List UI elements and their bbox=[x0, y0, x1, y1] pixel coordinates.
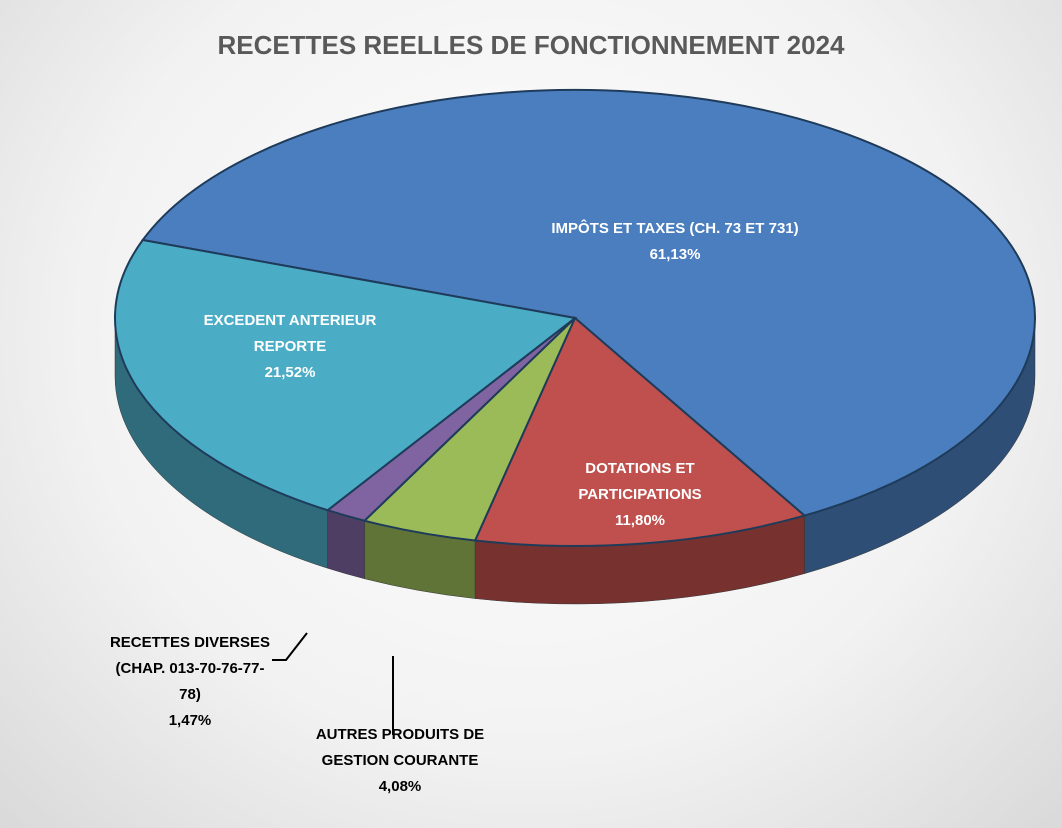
category-label: IMPÔTS ET TAXES (CH. 73 ET 731) bbox=[551, 220, 799, 237]
chart-title: RECETTES REELLES DE FONCTIONNEMENT 2024 bbox=[217, 30, 845, 60]
value-label: 61,13% bbox=[649, 246, 701, 263]
value-label: 21,52% bbox=[264, 364, 316, 381]
leader-line bbox=[272, 632, 308, 661]
slice-label: AUTRES PRODUITS DE GESTION COURANTE 4,08% bbox=[285, 722, 515, 800]
slice bbox=[140, 89, 1036, 517]
value-label: 4,08% bbox=[378, 778, 422, 795]
value-label: 11,80% bbox=[614, 512, 666, 529]
slice-label: EXCEDENT ANTERIEUR REPORTE 21,52% bbox=[190, 308, 390, 386]
slice bbox=[473, 316, 807, 547]
category-label: AUTRES PRODUITS DE GESTION COURANTE bbox=[315, 726, 485, 769]
category-label: EXCEDENT ANTERIEUR REPORTE bbox=[203, 312, 377, 355]
category-label: DOTATIONS ET PARTICIPATIONS bbox=[578, 460, 702, 503]
slice bbox=[114, 238, 578, 512]
slice-label: DOTATIONS ET PARTICIPATIONS 11,80% bbox=[545, 456, 735, 534]
slice-label: RECETTES DIVERSES (CHAP. 013-70-76-77-78… bbox=[105, 630, 275, 734]
slice-side bbox=[327, 509, 365, 580]
category-label: RECETTES DIVERSES (CHAP. 013-70-76-77-78… bbox=[109, 634, 271, 703]
slice-label: IMPÔTS ET TAXES (CH. 73 ET 731) 61,13% bbox=[485, 216, 865, 268]
value-label: 1,47% bbox=[168, 712, 212, 729]
